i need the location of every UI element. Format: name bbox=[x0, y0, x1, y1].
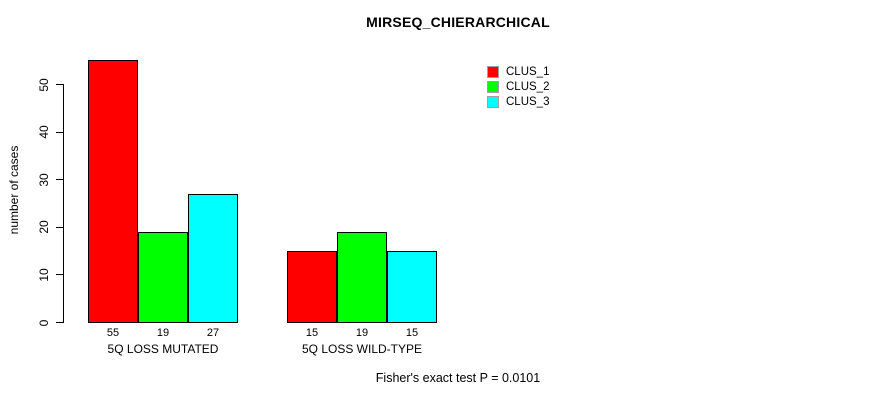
y-axis-tick bbox=[56, 322, 63, 323]
x-category-label: 5Q LOSS MUTATED bbox=[107, 342, 219, 356]
legend-label: CLUS_2 bbox=[506, 80, 550, 93]
legend-swatch bbox=[487, 80, 499, 93]
legend-label: CLUS_3 bbox=[506, 95, 550, 108]
bar-clus_2-1 bbox=[138, 231, 188, 323]
y-axis-tick-label: 50 bbox=[37, 78, 51, 92]
y-axis-tick-label: 40 bbox=[37, 125, 51, 139]
bar-value-label: 19 bbox=[355, 327, 369, 339]
legend-item-clus_2: CLUS_2 bbox=[487, 79, 549, 94]
legend: CLUS_1 CLUS_2 CLUS_3 bbox=[487, 64, 549, 109]
bar-value-label: 27 bbox=[206, 327, 220, 339]
chart-title: MIRSEQ_CHIERARCHICAL bbox=[366, 14, 550, 30]
y-axis-line bbox=[63, 84, 64, 323]
y-axis-tick-label: 0 bbox=[37, 319, 51, 326]
x-category-label: 5Q LOSS WILD-TYPE bbox=[301, 342, 423, 356]
legend-item-clus_1: CLUS_1 bbox=[487, 64, 549, 79]
legend-label: CLUS_1 bbox=[506, 65, 550, 78]
y-axis-tick bbox=[56, 179, 63, 181]
y-axis-tick-label: 20 bbox=[37, 220, 51, 235]
bar-value-label: 55 bbox=[106, 327, 120, 339]
y-axis-tick-label: 10 bbox=[37, 268, 51, 282]
bar-clus_2-2 bbox=[337, 231, 387, 323]
bar-clus_1-2 bbox=[287, 250, 337, 323]
y-axis-label: number of cases bbox=[7, 145, 21, 235]
legend-swatch bbox=[487, 65, 499, 78]
legend-swatch bbox=[487, 95, 499, 108]
bar-value-label: 19 bbox=[156, 327, 170, 339]
bar-value-label: 15 bbox=[305, 327, 319, 339]
bar-clus_1-1 bbox=[88, 60, 138, 323]
bar-clus_3-2 bbox=[387, 250, 437, 323]
y-axis-tick-label: 30 bbox=[37, 173, 51, 187]
y-axis-tick bbox=[56, 131, 63, 133]
bar-clus_3-1 bbox=[188, 193, 238, 323]
p-value-annotation: Fisher's exact test P = 0.0101 bbox=[375, 371, 541, 385]
y-axis-tick bbox=[56, 226, 63, 228]
bar-value-label: 15 bbox=[405, 327, 419, 339]
y-axis-tick bbox=[56, 274, 63, 276]
legend-item-clus_3: CLUS_3 bbox=[487, 94, 549, 109]
y-axis-tick bbox=[56, 84, 63, 86]
